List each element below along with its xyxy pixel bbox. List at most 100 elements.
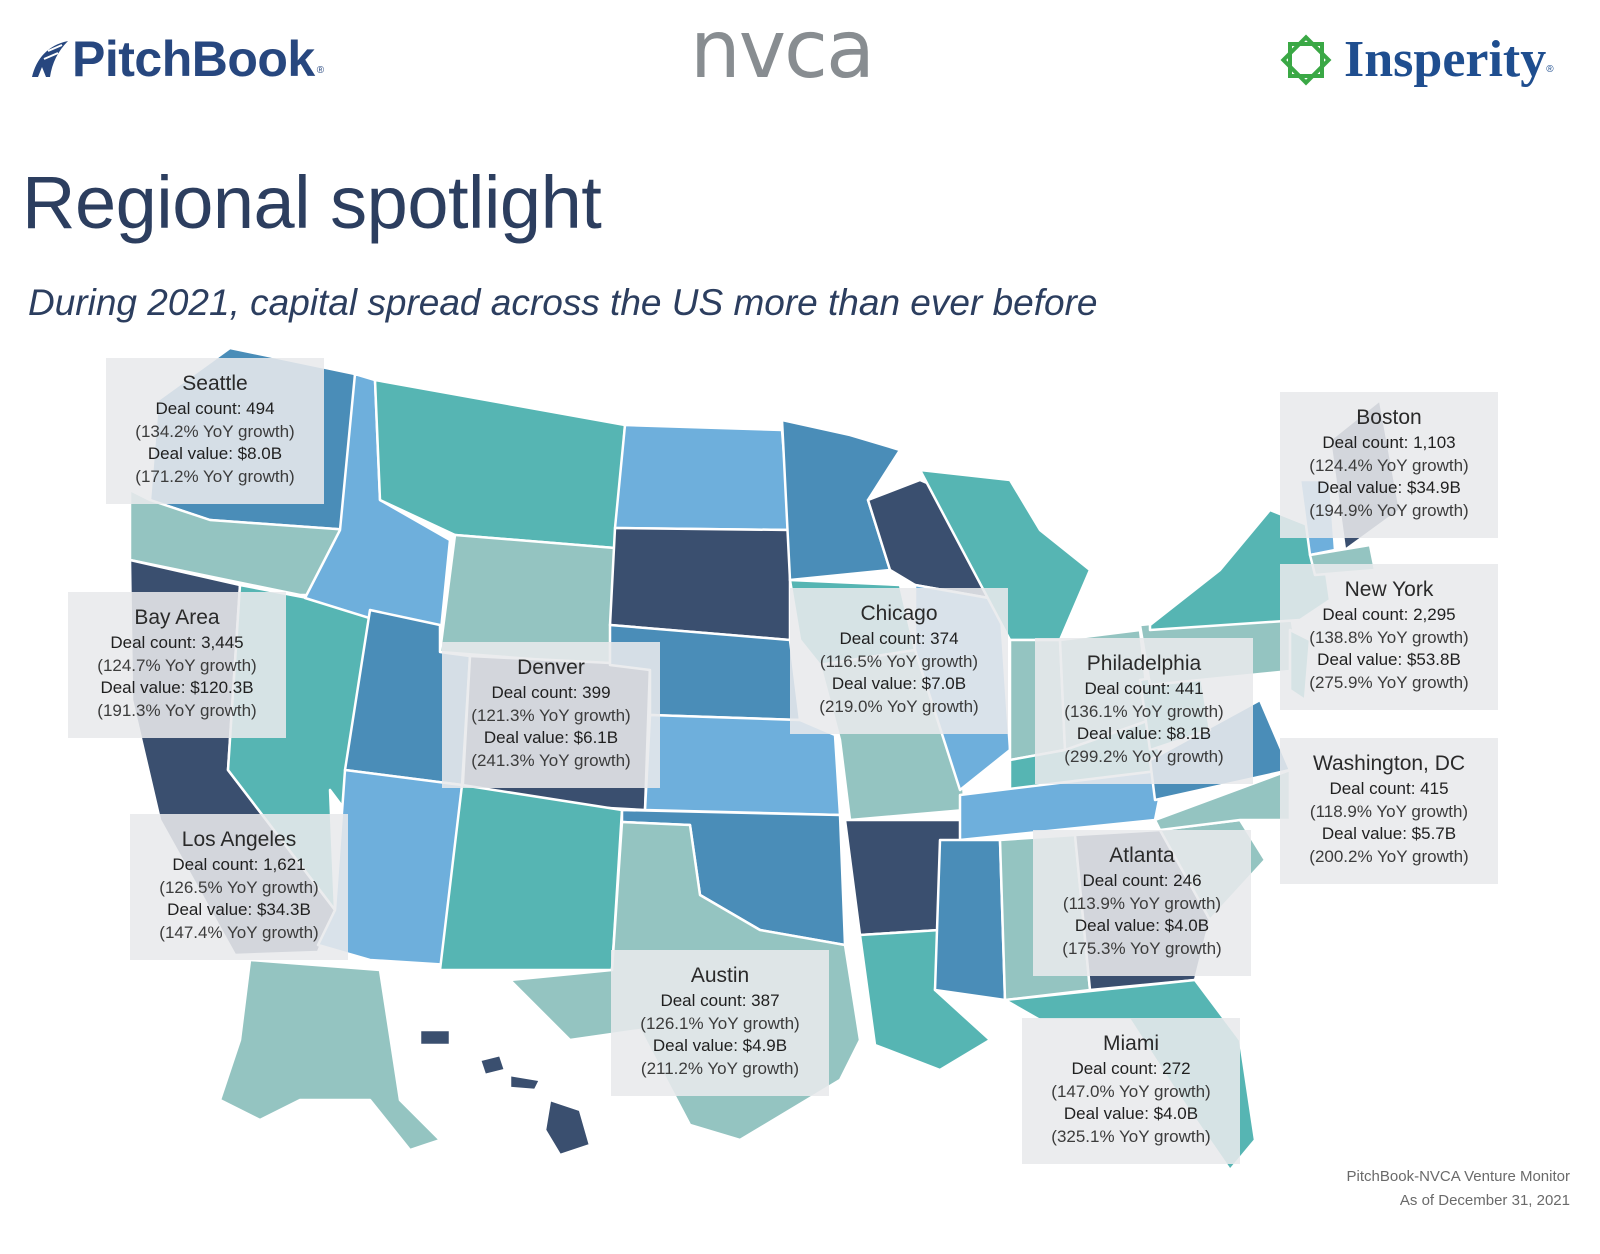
value-growth: (194.9% YoY growth) [1309, 500, 1469, 520]
deal-value: Deal value: $5.7B [1321, 824, 1457, 843]
deal-count: Deal count: 399 [491, 683, 611, 702]
region-card-washington-dc: Washington, DC Deal count: 415 (118.9% Y… [1280, 738, 1498, 884]
region-card-bay-area: Bay Area Deal count: 3,445 (124.7% YoY g… [68, 592, 286, 738]
pitchbook-logo: PitchBook ® [28, 30, 324, 88]
value-growth: (241.3% YoY growth) [471, 750, 631, 770]
logo-header: PitchBook ® nvca Insperity ® [0, 0, 1600, 120]
region-card-philadelphia: Philadelphia Deal count: 441 (136.1% YoY… [1035, 638, 1253, 784]
count-growth: (118.9% YoY growth) [1309, 801, 1469, 821]
value-growth: (275.9% YoY growth) [1309, 672, 1469, 692]
deal-count: Deal count: 246 [1082, 871, 1202, 890]
deal-value: Deal value: $6.1B [483, 728, 619, 747]
region-city: Miami [1103, 1032, 1159, 1055]
state-hawaii-big [543, 1098, 592, 1157]
region-city: Chicago [860, 602, 938, 625]
region-city: Denver [517, 656, 585, 679]
count-growth: (126.1% YoY growth) [640, 1013, 800, 1033]
count-growth: (134.2% YoY growth) [135, 421, 295, 441]
region-card-austin: Austin Deal count: 387 (126.1% YoY growt… [611, 950, 829, 1096]
page-title: Regional spotlight [22, 161, 602, 244]
deal-count: Deal count: 374 [839, 629, 959, 648]
state-hawaii-2 [478, 1053, 507, 1077]
state-hawaii-3 [508, 1073, 542, 1092]
pitchbook-registered-mark: ® [316, 65, 325, 76]
region-city: Philadelphia [1086, 652, 1202, 675]
region-city: Seattle [182, 372, 248, 395]
count-growth: (147.0% YoY growth) [1051, 1081, 1211, 1101]
deal-count: Deal count: 441 [1084, 679, 1204, 698]
deal-value: Deal value: $34.9B [1317, 478, 1461, 497]
deal-value: Deal value: $8.0B [147, 444, 283, 463]
state-north-carolina [1153, 768, 1292, 832]
value-growth: (171.2% YoY growth) [135, 466, 295, 486]
insperity-emblem-icon [1280, 34, 1332, 85]
deal-value: Deal value: $4.9B [652, 1036, 788, 1055]
state-kansas [643, 713, 842, 817]
region-city: Boston [1356, 406, 1422, 429]
value-growth: (219.0% YoY growth) [819, 696, 979, 716]
count-growth: (124.7% YoY growth) [97, 655, 257, 675]
deal-value: Deal value: $34.3B [167, 900, 311, 919]
deal-count: Deal count: 272 [1071, 1059, 1191, 1078]
insperity-wordmark: Insperity [1344, 31, 1547, 88]
region-city: Los Angeles [181, 828, 297, 851]
deal-value: Deal value: $4.0B [1074, 916, 1210, 935]
insperity-logo: Insperity ® [1278, 30, 1554, 89]
us-map-area: Seattle Deal count: 494 (134.2% YoY grow… [0, 340, 1600, 1190]
state-north-dakota [613, 423, 792, 532]
insperity-registered-mark: ® [1546, 64, 1554, 75]
count-growth: (124.4% YoY growth) [1309, 455, 1469, 475]
deal-value: Deal value: $7.0B [831, 674, 967, 693]
state-new-mexico [438, 783, 624, 972]
deal-count: Deal count: 1,621 [172, 855, 306, 874]
region-card-miami: Miami Deal count: 272 (147.0% YoY growth… [1022, 1018, 1240, 1164]
region-card-denver: Denver Deal count: 399 (121.3% YoY growt… [442, 642, 660, 788]
deal-count: Deal count: 494 [155, 399, 275, 418]
state-alaska [218, 958, 442, 1152]
count-growth: (113.9% YoY growth) [1062, 893, 1222, 913]
deal-value: Deal value: $120.3B [100, 678, 254, 697]
region-card-boston: Boston Deal count: 1,103 (124.4% YoY gro… [1280, 392, 1498, 538]
value-growth: (325.1% YoY growth) [1051, 1126, 1211, 1146]
deal-value: Deal value: $53.8B [1317, 650, 1461, 669]
value-growth: (211.2% YoY growth) [640, 1058, 800, 1078]
nvca-logo: nvca [690, 3, 875, 96]
state-mississippi [933, 838, 1007, 1002]
deal-count: Deal count: 1,103 [1322, 433, 1456, 452]
count-growth: (121.3% YoY growth) [471, 705, 631, 725]
count-growth: (138.8% YoY growth) [1309, 627, 1469, 647]
region-city: New York [1344, 578, 1434, 601]
region-city: Bay Area [134, 606, 220, 629]
region-card-seattle: Seattle Deal count: 494 (134.2% YoY grow… [106, 358, 324, 504]
value-growth: (200.2% YoY growth) [1309, 846, 1469, 866]
region-city: Atlanta [1109, 844, 1175, 867]
deal-count: Deal count: 2,295 [1322, 605, 1456, 624]
value-growth: (175.3% YoY growth) [1062, 938, 1222, 958]
value-growth: (191.3% YoY growth) [97, 700, 257, 720]
region-city: Austin [690, 964, 750, 987]
page-subtitle: During 2021, capital spread across the U… [28, 282, 1098, 323]
deal-count: Deal count: 3,445 [110, 633, 244, 652]
state-hawaii-1 [418, 1028, 452, 1047]
source-line: PitchBook-NVCA Venture Monitor [1346, 1168, 1570, 1185]
pitchbook-sail-icon [32, 41, 68, 77]
region-city: Washington, DC [1312, 752, 1466, 775]
value-growth: (147.4% YoY growth) [159, 922, 319, 942]
deal-value: Deal value: $8.1B [1076, 724, 1212, 743]
count-growth: (126.5% YoY growth) [159, 877, 319, 897]
count-growth: (116.5% YoY growth) [819, 651, 979, 671]
deal-value: Deal value: $4.0B [1063, 1104, 1199, 1123]
region-card-chicago: Chicago Deal count: 374 (116.5% YoY grow… [790, 588, 1008, 734]
pitchbook-wordmark: PitchBook [72, 31, 315, 87]
nvca-wordmark: nvca [690, 3, 875, 96]
deal-count: Deal count: 415 [1329, 779, 1449, 798]
region-card-los-angeles: Los Angeles Deal count: 1,621 (126.5% Yo… [130, 814, 348, 960]
source-note: PitchBook-NVCA Venture Monitor As of Dec… [1347, 1165, 1570, 1213]
state-south-dakota [608, 526, 792, 642]
as-of-date: As of December 31, 2021 [1399, 1192, 1570, 1209]
deal-count: Deal count: 387 [660, 991, 780, 1010]
count-growth: (136.1% YoY growth) [1064, 701, 1224, 721]
region-card-atlanta: Atlanta Deal count: 246 (113.9% YoY grow… [1033, 830, 1251, 976]
region-card-new-york: New York Deal count: 2,295 (138.8% YoY g… [1280, 564, 1498, 710]
value-growth: (299.2% YoY growth) [1064, 746, 1224, 766]
